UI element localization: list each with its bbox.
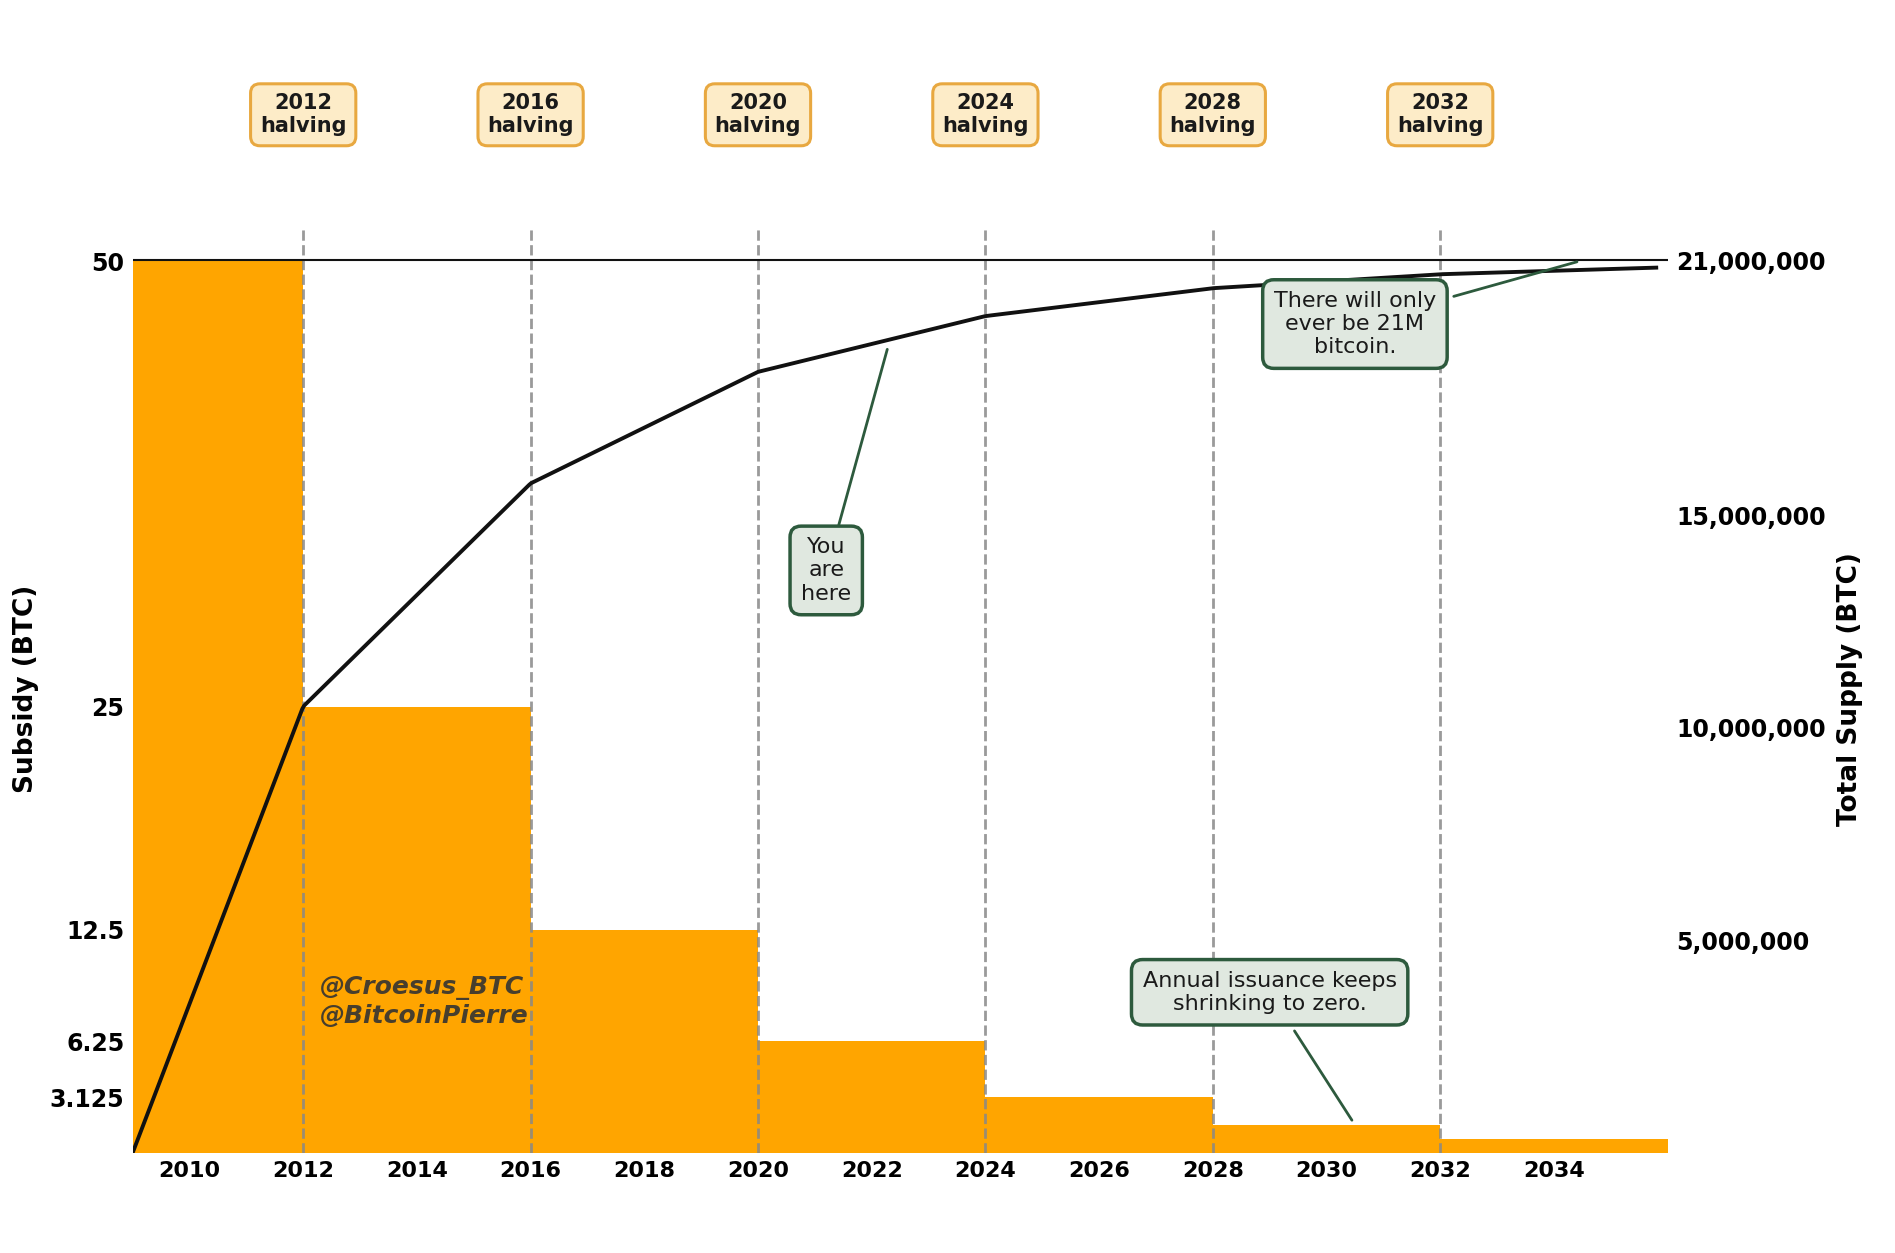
Y-axis label: Total Supply (BTC): Total Supply (BTC) [1836, 553, 1863, 826]
Text: You
are
here: You are here [802, 350, 887, 604]
Y-axis label: Subsidy (BTC): Subsidy (BTC) [13, 585, 38, 793]
Text: 2020
halving: 2020 halving [714, 93, 802, 137]
Text: @Croesus_BTC
@BitcoinPierre: @Croesus_BTC @BitcoinPierre [320, 976, 529, 1027]
Text: 2016
halving: 2016 halving [487, 93, 574, 137]
Text: 2024
halving: 2024 halving [942, 93, 1029, 137]
Text: There will only
ever be 21M
bitcoin.: There will only ever be 21M bitcoin. [1273, 262, 1577, 357]
Text: 2028
halving: 2028 halving [1169, 93, 1256, 137]
Text: 2012
halving: 2012 halving [260, 93, 347, 137]
Text: Annual issuance keeps
shrinking to zero.: Annual issuance keeps shrinking to zero. [1143, 971, 1397, 1120]
Text: 2032
halving: 2032 halving [1397, 93, 1484, 137]
